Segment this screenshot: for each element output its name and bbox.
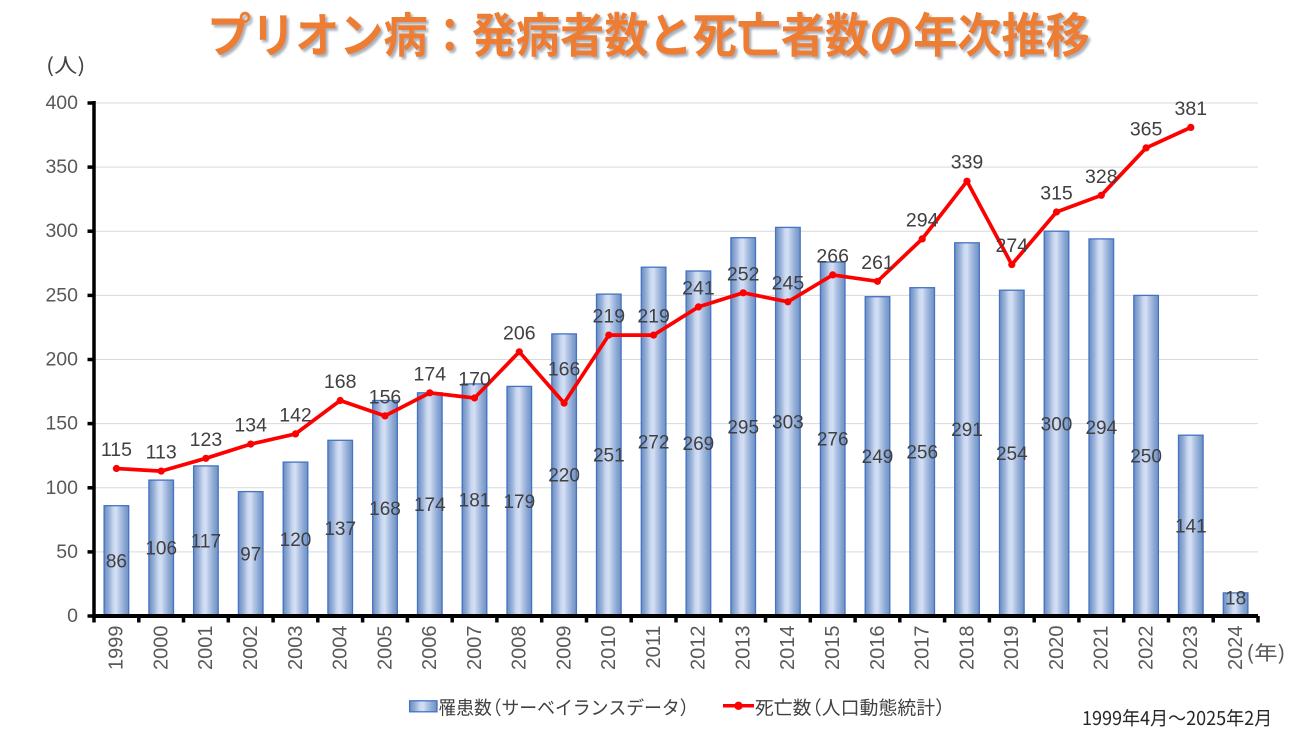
svg-text:2023: 2023 [1180,626,1202,671]
svg-text:0: 0 [67,605,78,627]
svg-text:381: 381 [1175,98,1208,120]
svg-text:2024: 2024 [1225,626,1247,671]
svg-text:2006: 2006 [419,626,441,671]
svg-text:97: 97 [240,545,261,566]
svg-text:295: 295 [727,418,759,439]
svg-text:2015: 2015 [822,626,844,671]
svg-text:2021: 2021 [1091,626,1113,671]
svg-text:2001: 2001 [195,626,217,671]
svg-text:328: 328 [1085,166,1118,188]
svg-text:2013: 2013 [733,626,755,671]
svg-text:100: 100 [45,477,78,499]
svg-text:2016: 2016 [867,626,889,671]
svg-text:2017: 2017 [912,626,934,671]
svg-text:2018: 2018 [956,626,978,671]
svg-text:206: 206 [503,322,536,344]
svg-text:113: 113 [146,442,177,464]
svg-text:2007: 2007 [464,626,486,671]
svg-text:2014: 2014 [777,626,799,671]
svg-text:339: 339 [951,152,984,174]
svg-text:134: 134 [234,415,267,437]
svg-text:2000: 2000 [151,626,173,671]
svg-text:219: 219 [637,306,670,328]
svg-text:18: 18 [1225,589,1246,610]
svg-text:241: 241 [682,277,715,299]
svg-text:174: 174 [414,495,446,516]
svg-text:254: 254 [996,444,1028,465]
svg-text:106: 106 [145,539,177,560]
svg-text:256: 256 [906,443,938,464]
svg-text:117: 117 [191,532,221,553]
svg-text:350: 350 [45,156,78,178]
svg-text:2009: 2009 [553,626,575,671]
svg-text:249: 249 [862,447,894,468]
svg-text:250: 250 [1130,446,1162,467]
svg-text:2002: 2002 [240,626,262,671]
svg-text:179: 179 [503,492,535,513]
svg-text:220: 220 [548,466,580,487]
svg-text:2011: 2011 [643,626,665,669]
svg-text:123: 123 [190,429,223,451]
svg-text:2019: 2019 [1001,626,1023,671]
svg-text:2022: 2022 [1135,626,1157,671]
svg-text:50: 50 [56,541,78,563]
svg-text:150: 150 [45,413,78,435]
svg-text:156: 156 [369,386,402,408]
svg-text:181: 181 [459,491,491,512]
svg-text:2012: 2012 [688,626,710,671]
svg-text:300: 300 [1041,414,1073,435]
svg-text:2008: 2008 [509,626,531,671]
svg-text:245: 245 [772,272,805,294]
svg-text:261: 261 [861,252,894,274]
svg-text:266: 266 [816,245,849,267]
svg-text:300: 300 [45,220,78,242]
svg-text:137: 137 [324,519,356,540]
svg-text:294: 294 [906,209,939,231]
svg-text:294: 294 [1085,418,1117,439]
svg-text:365: 365 [1130,118,1163,140]
svg-text:252: 252 [727,263,760,285]
svg-text:276: 276 [817,430,849,451]
svg-text:141: 141 [1175,516,1207,537]
svg-text:170: 170 [458,369,491,391]
svg-text:291: 291 [951,420,983,441]
svg-text:86: 86 [106,552,127,573]
svg-text:2005: 2005 [374,626,396,671]
svg-text:168: 168 [324,371,357,393]
svg-text:250: 250 [45,284,78,306]
svg-text:303: 303 [772,412,804,433]
svg-text:251: 251 [593,446,625,467]
svg-text:2010: 2010 [598,626,620,671]
svg-text:2004: 2004 [330,626,352,671]
svg-text:2003: 2003 [285,626,307,671]
svg-text:166: 166 [548,359,581,381]
svg-text:200: 200 [45,349,78,371]
svg-text:115: 115 [101,439,132,461]
svg-text:272: 272 [638,432,670,453]
svg-text:1999: 1999 [106,626,128,671]
svg-text:274: 274 [996,235,1029,257]
svg-text:219: 219 [593,306,626,328]
svg-text:168: 168 [369,499,401,520]
svg-text:315: 315 [1040,183,1073,205]
svg-text:120: 120 [280,530,312,551]
svg-text:400: 400 [45,92,78,114]
svg-text:174: 174 [414,363,447,385]
svg-text:2020: 2020 [1046,626,1068,671]
svg-text:142: 142 [279,404,312,426]
svg-text:269: 269 [683,434,715,455]
